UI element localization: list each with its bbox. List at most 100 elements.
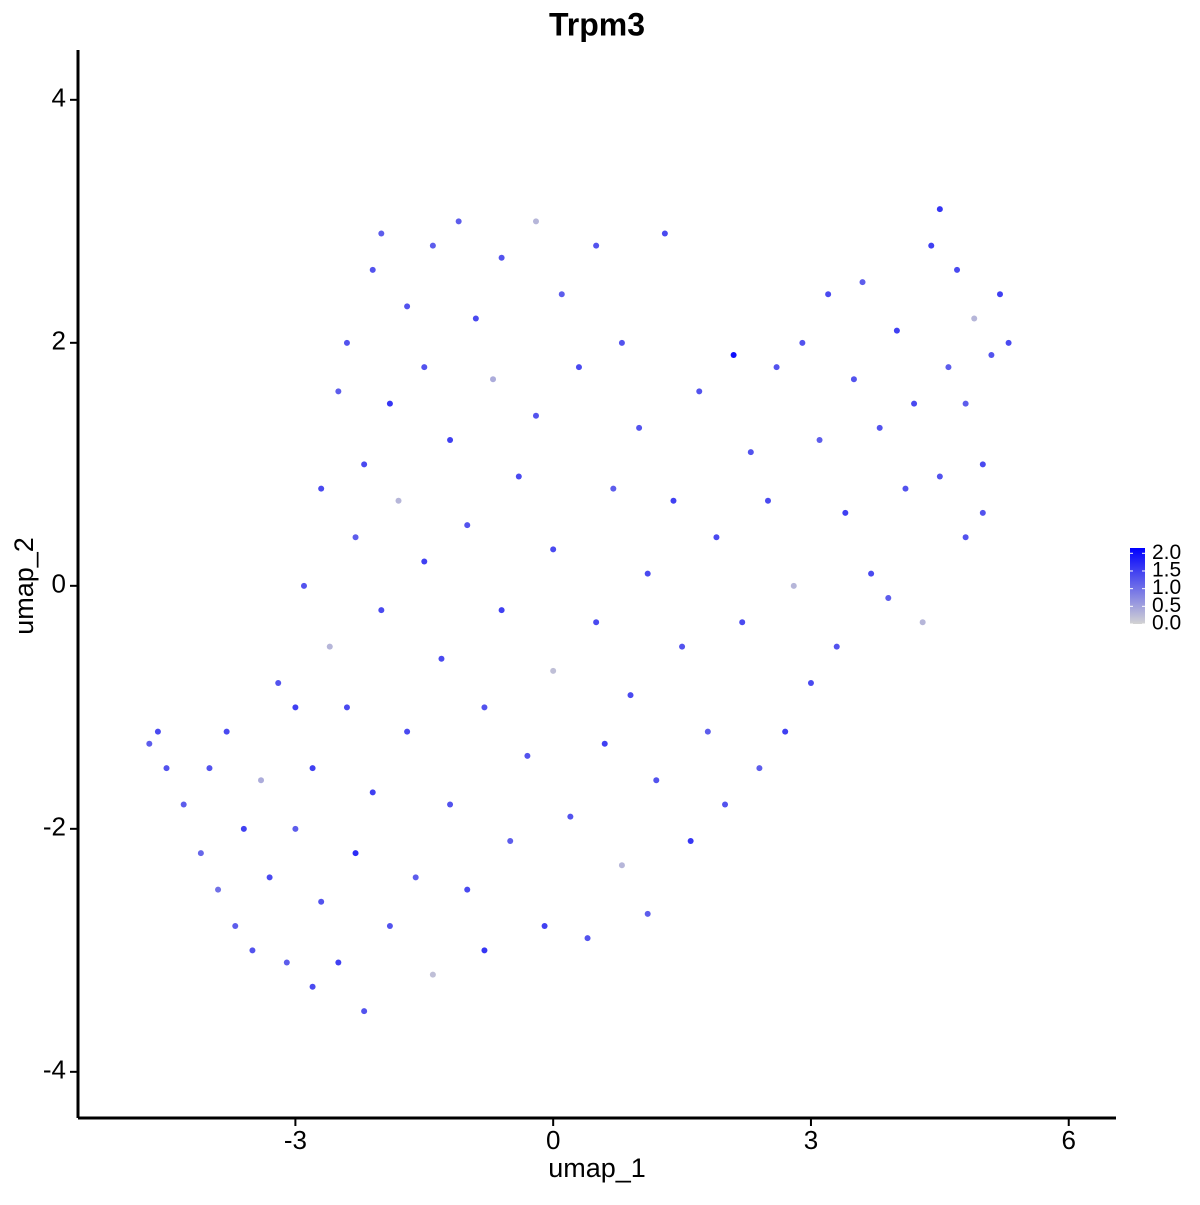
point bbox=[859, 279, 866, 286]
point bbox=[790, 582, 797, 589]
point bbox=[954, 266, 961, 273]
point bbox=[404, 303, 411, 310]
point bbox=[919, 619, 926, 626]
point bbox=[283, 959, 290, 966]
point bbox=[816, 437, 823, 444]
point bbox=[670, 497, 677, 504]
point bbox=[842, 509, 849, 516]
point bbox=[361, 461, 368, 468]
y-tick-label: -2 bbox=[43, 812, 66, 842]
point bbox=[361, 1008, 368, 1015]
point bbox=[524, 752, 531, 759]
point bbox=[782, 728, 789, 735]
point bbox=[644, 570, 651, 577]
point bbox=[618, 339, 625, 346]
point bbox=[318, 898, 325, 905]
point bbox=[532, 412, 539, 419]
x-tick-label: -3 bbox=[284, 1125, 307, 1155]
point bbox=[472, 315, 479, 322]
point bbox=[490, 376, 497, 383]
point bbox=[163, 765, 170, 772]
point bbox=[550, 667, 557, 674]
point bbox=[550, 546, 557, 553]
point bbox=[498, 254, 505, 261]
point bbox=[936, 473, 943, 480]
point bbox=[507, 837, 514, 844]
x-tick-label: 0 bbox=[546, 1125, 560, 1155]
color-tick-label: 1.0 bbox=[1152, 576, 1181, 599]
point bbox=[850, 376, 857, 383]
color-tick-label: 0.0 bbox=[1152, 612, 1181, 635]
point bbox=[825, 291, 832, 298]
point bbox=[962, 534, 969, 541]
point bbox=[395, 497, 402, 504]
point bbox=[979, 509, 986, 516]
point bbox=[962, 400, 969, 407]
point bbox=[326, 643, 333, 650]
point bbox=[747, 449, 754, 456]
point bbox=[730, 351, 737, 358]
point bbox=[627, 692, 634, 699]
point bbox=[679, 643, 686, 650]
point bbox=[739, 619, 746, 626]
point bbox=[713, 534, 720, 541]
point bbox=[464, 886, 471, 893]
point bbox=[541, 923, 548, 930]
point bbox=[309, 983, 316, 990]
y-tick-label: 2 bbox=[52, 326, 66, 356]
point bbox=[756, 765, 763, 772]
point bbox=[266, 874, 273, 881]
point bbox=[833, 643, 840, 650]
point bbox=[618, 862, 625, 869]
point bbox=[807, 680, 814, 687]
point bbox=[464, 522, 471, 529]
point bbox=[197, 850, 204, 857]
point bbox=[1005, 339, 1012, 346]
point bbox=[412, 874, 419, 881]
point bbox=[421, 364, 428, 371]
point bbox=[146, 740, 153, 747]
point bbox=[868, 570, 875, 577]
point bbox=[799, 339, 806, 346]
point bbox=[661, 230, 668, 237]
point bbox=[653, 777, 660, 784]
point bbox=[386, 400, 393, 407]
point bbox=[911, 400, 918, 407]
point bbox=[275, 680, 282, 687]
point bbox=[696, 388, 703, 395]
y-tick-label: 4 bbox=[52, 83, 66, 113]
point bbox=[404, 728, 411, 735]
point bbox=[343, 704, 350, 711]
color-bar bbox=[1130, 548, 1145, 624]
point bbox=[610, 485, 617, 492]
point bbox=[636, 424, 643, 431]
point bbox=[292, 704, 299, 711]
point bbox=[447, 801, 454, 808]
point bbox=[352, 850, 359, 857]
point bbox=[481, 947, 488, 954]
point bbox=[429, 971, 436, 978]
x-tick-label: 6 bbox=[1062, 1125, 1076, 1155]
x-axis-label: umap_1 bbox=[548, 1153, 646, 1183]
point bbox=[292, 825, 299, 832]
y-axis-label: umap_2 bbox=[9, 537, 39, 635]
point bbox=[498, 607, 505, 614]
point bbox=[575, 364, 582, 371]
point bbox=[764, 497, 771, 504]
point bbox=[421, 558, 428, 565]
point bbox=[429, 242, 436, 249]
point bbox=[945, 364, 952, 371]
point bbox=[558, 291, 565, 298]
point bbox=[593, 619, 600, 626]
color-tick-label: 0.5 bbox=[1152, 594, 1181, 617]
point bbox=[180, 801, 187, 808]
point bbox=[223, 728, 230, 735]
point bbox=[154, 728, 161, 735]
y-tick-label: -4 bbox=[43, 1055, 66, 1085]
point bbox=[369, 789, 376, 796]
point bbox=[206, 765, 213, 772]
chart-title: Trpm3 bbox=[549, 6, 645, 42]
point bbox=[936, 206, 943, 213]
